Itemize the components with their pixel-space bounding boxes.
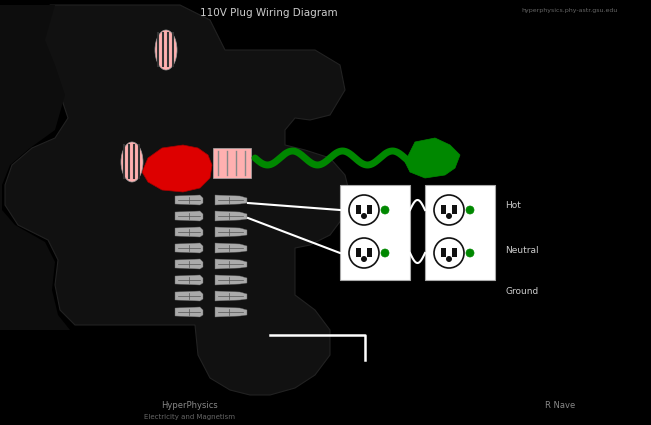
Bar [367, 248, 372, 257]
Polygon shape [215, 211, 247, 221]
Bar [367, 205, 372, 214]
Text: HyperPhysics: HyperPhysics [161, 401, 218, 410]
Bar [356, 248, 361, 257]
Polygon shape [215, 259, 247, 269]
Polygon shape [215, 243, 247, 253]
Polygon shape [215, 275, 247, 285]
Polygon shape [175, 307, 203, 317]
Bar [213, 148, 251, 178]
Ellipse shape [121, 142, 143, 182]
Polygon shape [405, 138, 460, 178]
Polygon shape [175, 195, 203, 205]
Text: Neutral: Neutral [505, 246, 538, 255]
Polygon shape [215, 291, 247, 301]
Circle shape [446, 213, 452, 219]
Circle shape [446, 256, 452, 262]
Bar [452, 205, 457, 214]
Polygon shape [215, 227, 247, 237]
Circle shape [381, 206, 389, 214]
Polygon shape [215, 195, 247, 205]
Circle shape [361, 213, 367, 219]
Bar [452, 248, 457, 257]
Polygon shape [175, 275, 203, 285]
Circle shape [361, 256, 367, 262]
Bar [340, 185, 410, 280]
Circle shape [434, 238, 464, 268]
Text: hyperphysics.phy-astr.gsu.edu: hyperphysics.phy-astr.gsu.edu [522, 8, 618, 13]
Bar [356, 205, 361, 214]
Ellipse shape [155, 30, 177, 70]
Text: R Nave: R Nave [545, 401, 575, 410]
Polygon shape [175, 227, 203, 237]
Polygon shape [0, 5, 70, 330]
Circle shape [466, 249, 474, 257]
Polygon shape [175, 259, 203, 269]
Circle shape [349, 238, 379, 268]
Polygon shape [142, 145, 212, 192]
Bar [441, 248, 446, 257]
Polygon shape [175, 211, 203, 221]
Text: Electricity and Magnetism: Electricity and Magnetism [145, 414, 236, 420]
Circle shape [466, 206, 474, 214]
Polygon shape [215, 307, 247, 317]
Text: 110V Plug Wiring Diagram: 110V Plug Wiring Diagram [200, 8, 338, 18]
Circle shape [349, 195, 379, 225]
Polygon shape [5, 5, 350, 395]
Text: Ground: Ground [505, 287, 538, 297]
Circle shape [434, 195, 464, 225]
Bar [441, 205, 446, 214]
Polygon shape [175, 243, 203, 253]
Bar [425, 185, 495, 280]
Circle shape [381, 249, 389, 257]
Text: Hot: Hot [505, 201, 521, 210]
Polygon shape [175, 291, 203, 301]
